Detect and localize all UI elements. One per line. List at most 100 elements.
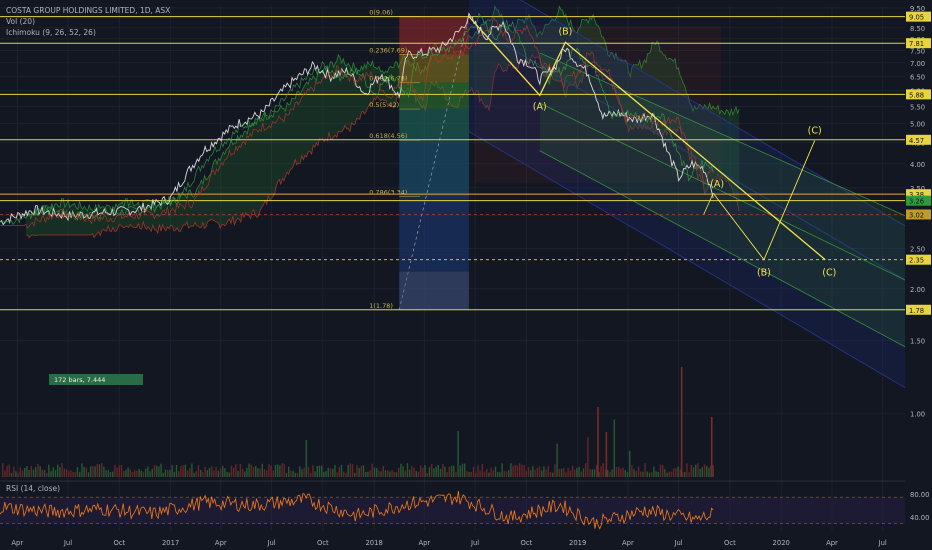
rsi-tick-label: 80.00 — [910, 491, 929, 499]
volume-bar — [321, 465, 323, 477]
volume-bar — [637, 466, 640, 477]
volume-bar — [466, 471, 468, 477]
volume-bar — [4, 470, 6, 477]
volume-bar — [136, 470, 138, 477]
volume-bar — [362, 465, 365, 477]
volume-bar — [32, 469, 35, 477]
volume-bar — [323, 472, 325, 477]
wave-label: (B) — [757, 268, 771, 279]
volume-bar — [417, 471, 420, 477]
volume-bar — [30, 465, 32, 477]
volume-bar — [186, 470, 189, 477]
volume-bar — [349, 463, 351, 477]
volume-bar — [642, 471, 644, 477]
volume-bar — [206, 470, 208, 477]
volume-bar — [395, 472, 398, 477]
green-channel-line — [539, 150, 906, 348]
volume-bar — [598, 471, 600, 477]
volume-bar — [314, 471, 316, 477]
volume-bar — [68, 471, 70, 477]
fib-zone — [399, 140, 469, 197]
volume-bar — [510, 463, 512, 477]
volume-bar — [615, 467, 618, 477]
price-tag-label: 7.81 — [909, 40, 924, 48]
volume-bar — [532, 465, 534, 477]
time-tick-label: Apr — [622, 539, 634, 547]
volume-bar — [536, 468, 538, 477]
volume-bar — [578, 466, 580, 477]
price-tick-label: 5.50 — [910, 103, 925, 111]
volume-bar — [230, 465, 233, 477]
rsi-line — [0, 490, 714, 530]
volume-bar — [65, 469, 68, 477]
volume-bar — [477, 465, 479, 477]
volume-bar — [279, 465, 281, 477]
volume-bar — [633, 469, 635, 477]
wave-label: (B) — [558, 26, 572, 37]
volume-bar — [479, 470, 481, 477]
ichimoku-legend: Ichimoku (9, 26, 52, 26) — [6, 28, 96, 37]
volume-bar — [81, 463, 83, 477]
price-tick-label: 7.50 — [910, 47, 925, 55]
volume-bar — [631, 465, 633, 477]
volume-bar — [453, 465, 455, 477]
volume-bar — [437, 465, 439, 477]
volume-bar — [217, 470, 219, 477]
volume-bar — [237, 471, 239, 477]
volume-bar — [512, 466, 514, 477]
time-tick-label: Jul — [878, 539, 887, 547]
volume-bar — [563, 467, 565, 477]
rsi-legend: RSI (14, close) — [6, 484, 60, 493]
volume-bar — [692, 467, 695, 477]
time-axis[interactable]: Apr Jul Oct 2017 Apr Jul Oct 2018 Apr Jul Oct 2019 A… — [11, 539, 887, 547]
volume-bar — [659, 464, 662, 477]
volume-bar — [422, 467, 424, 477]
time-tick-label: Apr — [826, 539, 838, 547]
volume-bar — [609, 471, 611, 477]
volume-bar — [167, 470, 169, 477]
volume-bar — [213, 470, 215, 477]
volume-bar — [83, 466, 85, 477]
volume-bar — [180, 465, 182, 477]
volume-bar — [387, 470, 389, 477]
volume-bar — [582, 468, 585, 477]
volume-bar — [250, 464, 252, 477]
volume-bar — [103, 466, 105, 477]
volume-bar — [516, 465, 519, 477]
volume-bar — [591, 469, 593, 477]
volume-bar — [228, 472, 230, 477]
volume-bar — [140, 470, 142, 477]
volume-bar — [2, 463, 4, 477]
price-tick-label: 2.00 — [910, 286, 925, 294]
volume-bar — [494, 466, 497, 477]
axis-background — [905, 0, 932, 550]
volume-bar — [101, 463, 103, 477]
volume-bar — [587, 437, 589, 477]
volume-bar — [50, 470, 52, 477]
volume-bar — [439, 468, 442, 477]
volume-bar — [624, 470, 626, 477]
volume-bar — [481, 463, 483, 477]
volume-bar — [193, 472, 195, 477]
volume-bar — [457, 430, 459, 477]
volume-bar — [112, 471, 114, 477]
volume-bar — [149, 471, 151, 477]
volume-bar — [156, 465, 158, 477]
volume-bar — [211, 466, 213, 477]
volume-bar — [59, 467, 61, 477]
time-tick-label: Oct — [724, 539, 736, 547]
volume-bar — [459, 465, 461, 477]
volume-bar — [369, 470, 371, 477]
price-axis[interactable]: 9.508.508.007.507.006.506.005.505.004.50… — [905, 0, 932, 550]
volume-bar — [35, 467, 37, 477]
volume-bar — [13, 466, 15, 477]
volume-bar — [543, 466, 545, 477]
volume-bar — [125, 469, 127, 477]
volume-bar — [120, 464, 123, 477]
volume-bar — [334, 464, 336, 477]
volume-bar — [701, 467, 703, 477]
volume-bar — [668, 471, 670, 477]
volume-bar — [486, 469, 488, 477]
volume-bar — [332, 468, 334, 477]
